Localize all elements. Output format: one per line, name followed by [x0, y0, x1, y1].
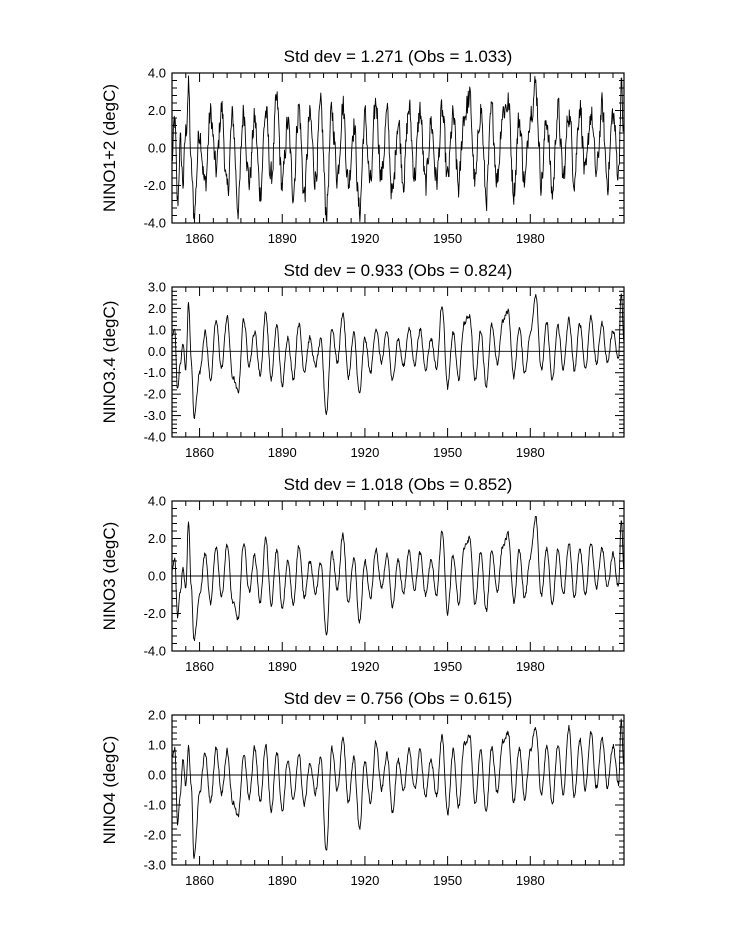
- x-tick-label: 1950: [433, 873, 462, 888]
- chart-panel-3: Std dev = 1.018 (Obs = 0.852) NINO3 (degC…: [100, 475, 625, 674]
- x-tick-label: 1860: [185, 659, 214, 674]
- y-axis-label: NINO1+2 (degC): [100, 84, 119, 212]
- x-tick-label: 1890: [268, 445, 297, 460]
- x-tick-label: 1950: [433, 659, 462, 674]
- y-axis-label: NINO4 (degC): [100, 736, 119, 845]
- y-tick-label: -4.0: [144, 216, 166, 231]
- chart-panel-4: Std dev = 0.756 (Obs = 0.615) NINO4 (degC…: [100, 689, 625, 888]
- x-tick-label: 1920: [350, 445, 379, 460]
- chart-panel-2: Std dev = 0.933 (Obs = 0.824) NINO3.4 (de…: [100, 261, 625, 460]
- y-tick-label: 4.0: [148, 66, 166, 81]
- chart-title: Std dev = 1.018 (Obs = 0.852): [284, 475, 513, 494]
- x-tick-label: 1980: [516, 445, 545, 460]
- y-tick-label: 2.0: [148, 301, 166, 316]
- y-tick-label: 2.0: [148, 531, 166, 546]
- y-tick-label: 2.0: [148, 103, 166, 118]
- y-tick-label: 0.0: [148, 141, 166, 156]
- plot-frame: [171, 72, 625, 224]
- y-tick-label: -1.0: [144, 798, 166, 813]
- y-axis-label: NINO3 (degC): [100, 522, 119, 631]
- x-tick-label: 1890: [268, 659, 297, 674]
- x-tick-label: 1920: [350, 231, 379, 246]
- y-tick-label: 0.0: [148, 569, 166, 584]
- y-tick-label: -4.0: [144, 430, 166, 445]
- chart-panel-1: Std dev = 1.271 (Obs = 1.033) NINO1+2 (de…: [100, 47, 625, 246]
- x-tick-label: 1980: [516, 873, 545, 888]
- series-line: [172, 75, 624, 223]
- x-tick-label: 1890: [268, 873, 297, 888]
- x-tick-label: 1920: [350, 873, 379, 888]
- series-line: [172, 293, 624, 420]
- y-tick-label: 4.0: [148, 494, 166, 509]
- plot-frame: [171, 500, 625, 652]
- y-tick-label: 3.0: [148, 280, 166, 295]
- x-tick-label: 1920: [350, 659, 379, 674]
- x-tick-label: 1980: [516, 231, 545, 246]
- x-tick-label: 1860: [185, 873, 214, 888]
- x-tick-label: 1950: [433, 231, 462, 246]
- y-tick-label: 0.0: [148, 768, 166, 783]
- y-tick-label: -3.0: [144, 858, 166, 873]
- y-tick-label: 2.0: [148, 708, 166, 723]
- y-tick-label: -2.0: [144, 387, 166, 402]
- chart-title: Std dev = 0.933 (Obs = 0.824): [284, 261, 513, 280]
- x-tick-label: 1980: [516, 659, 545, 674]
- x-tick-label: 1890: [268, 231, 297, 246]
- y-tick-label: -2.0: [144, 606, 166, 621]
- series-line: [172, 718, 624, 860]
- y-tick-label: -3.0: [144, 408, 166, 423]
- y-tick-label: 1.0: [148, 322, 166, 337]
- y-tick-label: -2.0: [144, 178, 166, 193]
- x-tick-label: 1950: [433, 445, 462, 460]
- y-tick-label: -2.0: [144, 828, 166, 843]
- chart-title: Std dev = 0.756 (Obs = 0.615): [284, 689, 513, 708]
- plot-frame: [171, 286, 625, 438]
- chart-title: Std dev = 1.271 (Obs = 1.033): [284, 47, 513, 66]
- plot-frame: [171, 714, 625, 866]
- series-line: [172, 516, 624, 642]
- x-tick-label: 1860: [185, 445, 214, 460]
- y-tick-label: 1.0: [148, 738, 166, 753]
- y-tick-label: -4.0: [144, 644, 166, 659]
- y-tick-label: -1.0: [144, 365, 166, 380]
- y-axis-label: NINO3.4 (degC): [100, 301, 119, 424]
- x-tick-label: 1860: [185, 231, 214, 246]
- y-tick-label: 0.0: [148, 344, 166, 359]
